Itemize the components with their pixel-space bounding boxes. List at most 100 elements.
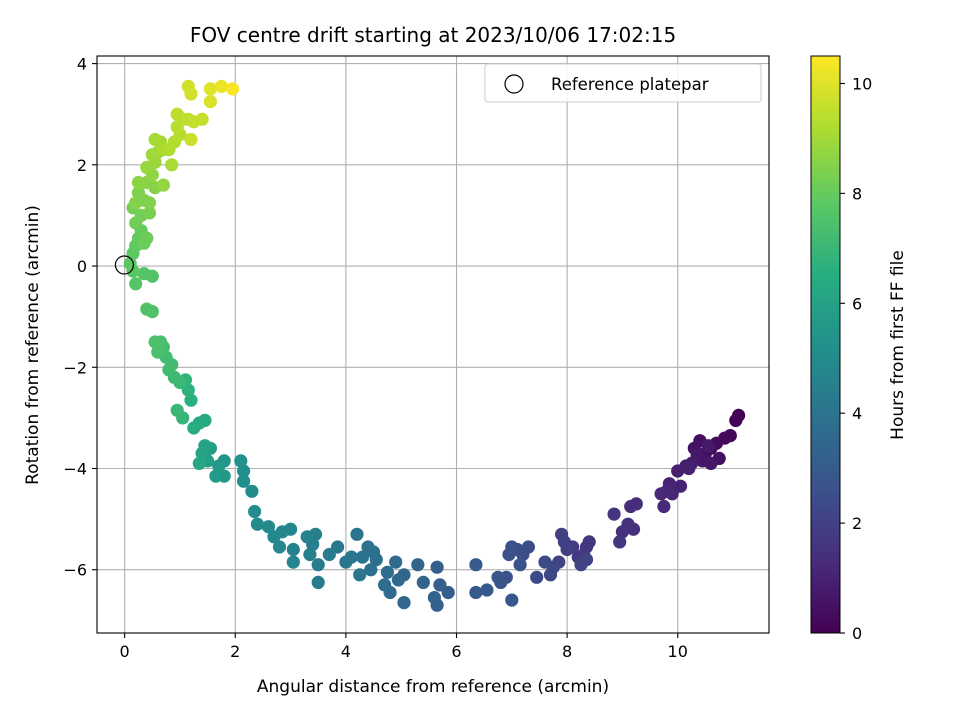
data-point <box>261 520 276 534</box>
data-point <box>129 196 143 210</box>
data-point <box>729 413 743 427</box>
data-point <box>505 593 519 607</box>
x-axis-label: Angular distance from reference (arcmin) <box>257 677 609 697</box>
data-point <box>607 507 621 521</box>
data-point <box>225 82 240 96</box>
plot-frame <box>96 55 770 634</box>
data-point <box>380 565 394 579</box>
data-point <box>430 560 444 574</box>
reference-marker <box>114 255 135 275</box>
data-point <box>184 87 198 101</box>
y-tick-label: −4 <box>63 460 87 479</box>
data-point <box>250 517 264 531</box>
y-axis-label: Rotation from reference (arcmin) <box>23 205 43 485</box>
data-point <box>350 527 364 541</box>
colorbar-tick-label: 6 <box>852 294 862 313</box>
data-point <box>195 446 209 460</box>
colorbar-label: Hours from first FF file <box>888 250 908 440</box>
data-point <box>248 504 262 519</box>
data-point <box>530 570 544 584</box>
data-point <box>355 550 370 564</box>
data-point <box>209 469 223 483</box>
colorbar-ticks: 0 2 4 6 8 10 <box>840 74 872 643</box>
data-point <box>654 487 668 501</box>
data-point <box>203 82 217 96</box>
grid <box>97 56 769 633</box>
x-tick-label: 6 <box>451 642 461 661</box>
x-tick-label: 2 <box>230 642 240 661</box>
data-point <box>427 591 441 605</box>
data-point <box>234 454 248 468</box>
data-point <box>339 555 353 569</box>
data-point <box>131 175 146 190</box>
x-tick-label: 8 <box>562 642 572 661</box>
data-point <box>170 403 184 417</box>
x-tick-label: 4 <box>341 642 351 661</box>
data-point <box>378 578 392 592</box>
data-point <box>286 555 300 569</box>
y-tick-label: −6 <box>63 561 87 580</box>
colorbar-tick-label: 8 <box>852 184 862 203</box>
data-point <box>502 547 516 562</box>
data-point <box>391 573 405 587</box>
x-tick-label: 10 <box>668 642 688 661</box>
data-point <box>162 363 176 377</box>
colorbar-frame <box>810 55 841 634</box>
data-point <box>300 530 314 544</box>
x-axis-ticks: 0 2 4 6 8 10 <box>120 633 688 661</box>
data-point <box>170 107 184 121</box>
data-point <box>671 464 685 478</box>
data-point <box>615 525 630 539</box>
data-point <box>129 277 143 291</box>
data-point <box>286 542 300 557</box>
y-tick-label: 4 <box>77 55 87 74</box>
colorbar-tick-label: 2 <box>852 514 862 533</box>
data-points <box>123 79 746 612</box>
data-point <box>140 302 154 316</box>
data-point <box>624 499 638 514</box>
data-point <box>353 568 367 582</box>
data-point <box>165 158 179 172</box>
legend-marker <box>504 74 524 94</box>
data-point <box>389 555 403 569</box>
data-point <box>560 542 574 557</box>
data-point <box>151 345 165 359</box>
data-point <box>657 499 671 514</box>
data-point <box>142 196 157 210</box>
data-point <box>513 558 527 572</box>
data-point <box>237 464 251 478</box>
data-point <box>397 596 411 610</box>
data-point <box>212 459 226 473</box>
data-point <box>142 206 157 220</box>
data-point <box>311 558 325 572</box>
colorbar-tick-label: 10 <box>852 74 872 93</box>
y-tick-label: 2 <box>77 156 87 175</box>
data-point <box>682 461 696 476</box>
legend: Reference platepar <box>484 63 762 103</box>
colorbar <box>811 56 840 633</box>
data-point <box>195 112 209 126</box>
chart-title: FOV centre drift starting at 2023/10/06 … <box>190 23 676 47</box>
data-point <box>137 267 151 281</box>
data-point <box>272 540 287 554</box>
colorbar-tick-label: 4 <box>852 404 862 423</box>
data-point <box>237 474 251 488</box>
data-point <box>361 540 375 554</box>
legend-entry: Reference platepar <box>551 75 709 94</box>
x-tick-label: 0 <box>120 642 130 661</box>
data-point <box>433 578 447 592</box>
data-point <box>203 95 217 109</box>
data-point <box>148 335 162 349</box>
data-point <box>245 484 259 498</box>
data-point <box>187 421 201 435</box>
data-point <box>214 79 228 93</box>
data-point <box>303 547 317 562</box>
data-point <box>322 547 336 562</box>
data-point <box>140 231 154 245</box>
data-point <box>574 558 588 572</box>
data-point <box>364 563 378 577</box>
data-point <box>148 132 162 147</box>
colorbar-tick-label: 0 <box>852 624 862 643</box>
data-point <box>416 575 430 590</box>
data-point <box>538 555 552 569</box>
